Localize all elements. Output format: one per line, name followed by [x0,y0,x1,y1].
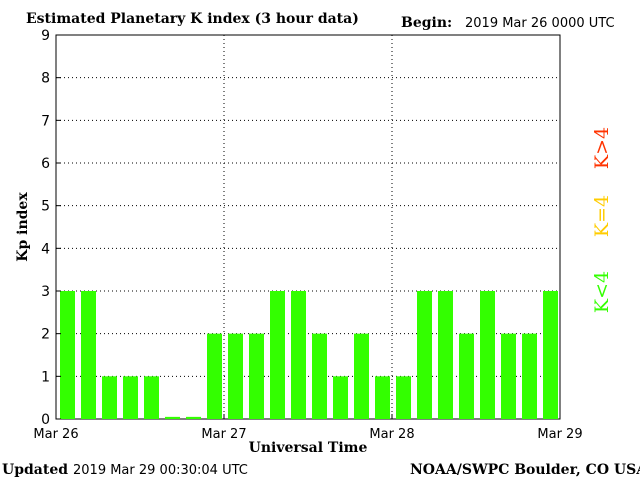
y-tick-label: 3 [41,284,50,300]
kp-bar [501,333,516,419]
kp-bar [312,333,327,419]
kp-bar [249,333,264,419]
y-ticks: 0 1 2 3 4 5 6 7 8 9 [41,28,61,428]
grid [56,35,560,419]
y-tick-label: 4 [41,241,50,257]
y-tick-label: 0 [41,412,50,428]
y-tick-label: 8 [41,71,50,87]
legend-green-label: K<4 [591,271,613,313]
legend-red-label: K>4 [591,127,613,169]
bars-group [60,291,558,419]
kp-bar [123,376,138,419]
kp-bar [60,291,75,419]
kp-bar [543,291,558,419]
y-tick-label: 9 [41,28,50,44]
updated-value: 2019 Mar 29 00:30:04 UTC [73,463,248,478]
plot-frame [55,34,561,420]
kp-bar [207,333,222,419]
kp-bar [270,291,285,419]
x-axis-label: Universal Time [249,440,368,456]
kp-bar [375,376,390,419]
y-tick-label: 7 [41,113,50,129]
kp-bar [144,376,159,419]
y-axis-label: Kp index [15,192,31,262]
x-tick-label: Mar 26 [33,427,78,442]
kp-bar [417,291,432,419]
kp-bar [228,333,243,419]
kp-bar [165,416,180,419]
y-tick-label: 2 [41,327,50,343]
kp-bar [102,376,117,419]
x-ticks: Mar 26 Mar 27 Mar 28 Mar 29 [33,414,583,442]
y-tick-label: 5 [41,199,50,215]
kp-bar [396,376,411,419]
chart-title: Estimated Planetary K index (3 hour data… [26,11,359,27]
y-tick-label: 1 [41,369,50,385]
kp-bar [333,376,348,419]
y-tick-label: 6 [41,156,50,172]
kp-bar [438,291,453,419]
source-credit: NOAA/SWPC Boulder, CO USA [410,462,640,478]
updated-label: Updated [2,462,68,478]
x-tick-label: Mar 27 [201,427,246,442]
legend-yellow-label: K=4 [591,195,613,237]
x-tick-label: Mar 28 [369,427,414,442]
begin-value: 2019 Mar 26 0000 UTC [465,16,615,31]
kp-bar [459,333,474,419]
kp-bar [480,291,495,419]
kp-bar [81,291,96,419]
begin-label: Begin: [401,15,452,31]
x-tick-label: Mar 29 [537,427,582,442]
kp-bar [186,416,201,419]
kp-bar [522,333,537,419]
kp-bar [291,291,306,419]
kp-bar [354,333,369,419]
